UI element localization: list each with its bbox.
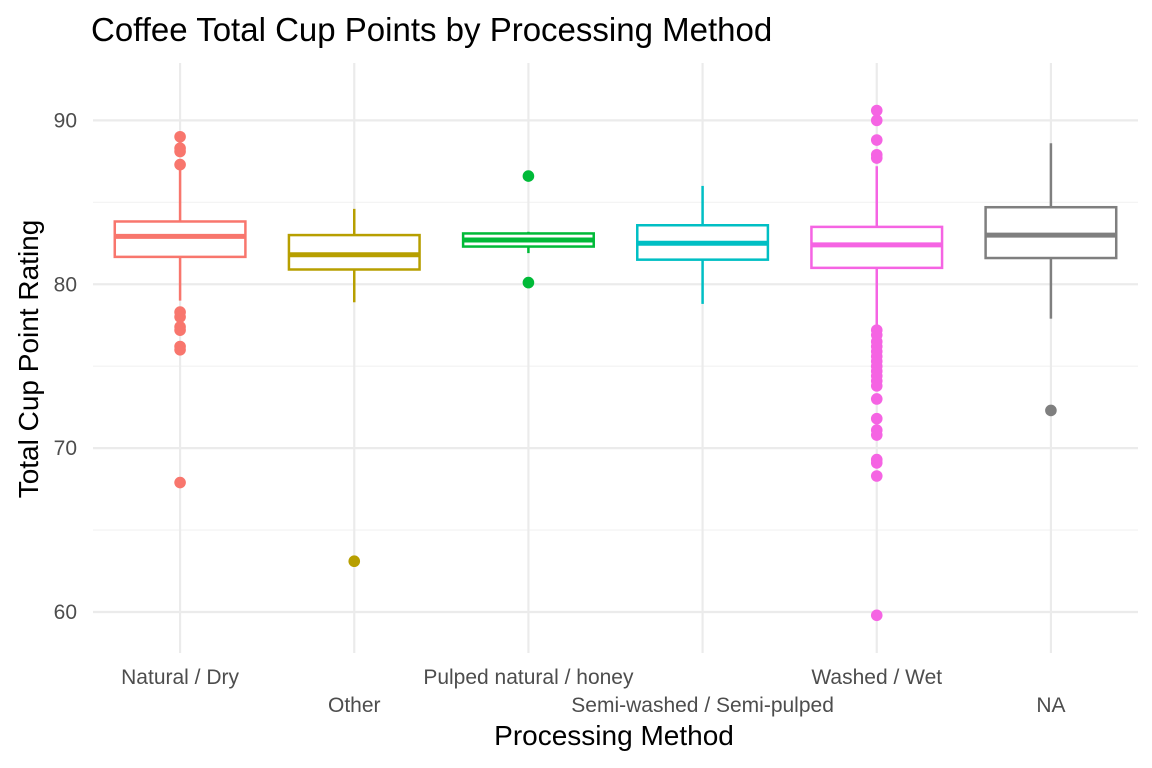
box-group (287, 208, 421, 568)
chart-title: Coffee Total Cup Points by Processing Me… (91, 11, 772, 48)
outlier-point (522, 276, 535, 289)
outlier-point (870, 152, 883, 164)
x-axis-title: Processing Method (494, 720, 734, 751)
outlier-point (870, 470, 883, 482)
x-tick-label: Washed / Wet (811, 666, 942, 689)
outlier-point (870, 114, 883, 127)
box-group (810, 104, 944, 622)
outlier-point (174, 158, 186, 171)
y-tick-label: 70 (54, 437, 77, 460)
outlier-point (174, 344, 186, 356)
box-group (984, 143, 1118, 417)
y-axis-ticks: 60 70 80 90 (54, 109, 77, 624)
outlier-point (870, 609, 883, 622)
outlier-point (870, 412, 883, 425)
outlier-point (870, 380, 883, 392)
x-tick-label: Other (328, 694, 381, 717)
outlier-point (1045, 404, 1057, 417)
x-tick-label: Natural / Dry (121, 666, 239, 689)
outlier-point (348, 555, 361, 568)
boxes (113, 104, 1118, 622)
outlier-point (174, 145, 186, 158)
outlier-point (174, 311, 186, 323)
outlier-point (870, 134, 883, 146)
outlier-point (870, 104, 883, 117)
grid (93, 63, 1138, 653)
y-tick-label: 60 (54, 601, 77, 624)
outlier-point (174, 130, 186, 143)
outlier-point (870, 393, 883, 405)
box-group (113, 130, 247, 489)
box (113, 220, 247, 259)
box-group (636, 185, 770, 304)
x-tick-label: Pulped natural / honey (423, 666, 634, 689)
outlier-point (174, 324, 186, 336)
y-axis-title: Total Cup Point Rating (13, 220, 44, 499)
box-group (461, 170, 595, 289)
outlier-point (870, 429, 883, 441)
outlier-point (522, 170, 535, 182)
outlier-point (174, 476, 186, 489)
x-tick-label: NA (1036, 694, 1065, 717)
y-tick-label: 80 (54, 273, 77, 296)
x-axis-ticks: Natural / Dry Other Pulped natural / honey… (121, 666, 1065, 717)
y-tick-label: 90 (54, 109, 77, 132)
x-tick-label: Semi-washed / Semi-pulped (571, 694, 834, 717)
outlier-point (870, 457, 883, 469)
